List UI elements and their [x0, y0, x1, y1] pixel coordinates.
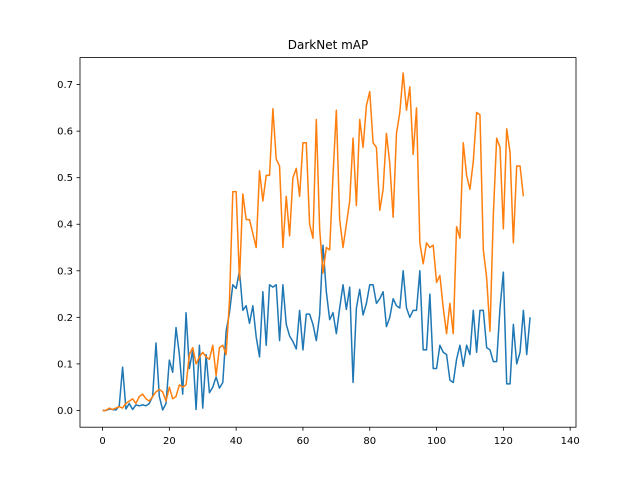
series-layer	[102, 72, 531, 412]
y-tick-label: 0.4	[57, 220, 73, 231]
y-tick-label: 0.1	[57, 359, 73, 370]
x-tick-label: 20	[163, 436, 176, 447]
y-tick-label: 0.5	[57, 173, 73, 184]
y-axis: 0.0 0.1 0.2 0.3 0.4 0.5 0.6 0.7	[57, 80, 80, 417]
y-tick-label: 0.7	[57, 80, 73, 91]
y-tick-label: 0.2	[57, 313, 73, 324]
y-tick-label: 0.3	[57, 266, 73, 277]
x-tick-label: 140	[561, 436, 580, 447]
x-tick-label: 0	[99, 436, 105, 447]
x-axis: 0 20 40 60 80 100 120 140	[99, 427, 580, 447]
chart-title: DarkNet mAP	[288, 38, 369, 52]
x-tick-label: 120	[494, 436, 513, 447]
plot-frame	[79, 57, 577, 428]
x-tick-label: 60	[297, 436, 310, 447]
y-tick-label: 0.0	[57, 406, 73, 417]
x-tick-label: 80	[363, 436, 376, 447]
series-line-1	[102, 244, 531, 412]
series-line-2	[102, 72, 525, 412]
x-tick-label: 40	[230, 436, 243, 447]
x-tick-label: 100	[427, 436, 446, 447]
y-tick-label: 0.6	[57, 127, 73, 138]
